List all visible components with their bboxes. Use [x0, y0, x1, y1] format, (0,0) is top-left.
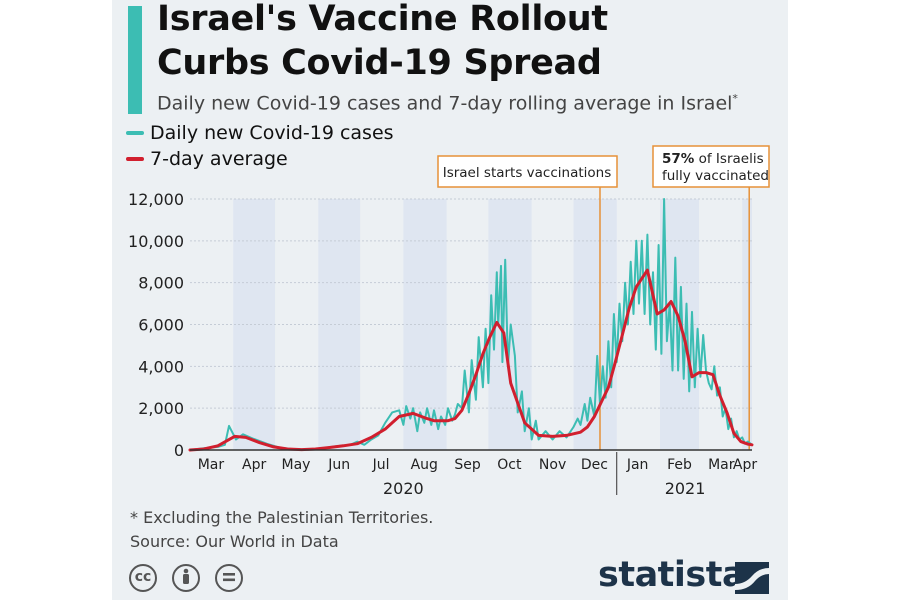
attribution-icon[interactable]	[172, 564, 200, 592]
legend-swatch-average	[126, 157, 144, 161]
fully-vaccinated-line-1: 57% of Israelis	[662, 151, 764, 167]
fully-vaccinated-percent: 57%	[662, 151, 695, 167]
axes: Mar Apr May Jun Jul Aug Sep Oct Nov Dec Jan Feb MarA…	[190, 449, 757, 498]
subtitle-footnote-mark: *	[732, 92, 738, 105]
legend-swatch-daily	[126, 131, 144, 135]
x-tick-label: May	[282, 457, 311, 473]
y-tick-label: 0	[174, 441, 184, 460]
subtitle-text: Daily new Covid-19 cases and 7-day rolli…	[157, 92, 733, 115]
title-accent-bar	[128, 6, 142, 114]
y-tick-label: 4,000	[138, 357, 184, 376]
y-tick-label: 6,000	[138, 316, 184, 335]
x-tick-label: Nov	[539, 457, 566, 473]
x-tick-label: Dec	[581, 457, 608, 473]
cc-icon[interactable]: cc	[129, 564, 157, 592]
year-label: 2020	[383, 479, 424, 498]
x-tick-label: Jan	[626, 457, 649, 473]
series-7-day-average-line	[188, 268, 754, 452]
chart-subtitle: Daily new Covid-19 cases and 7-day rolli…	[157, 92, 738, 114]
x-tick-label: Oct	[497, 457, 522, 473]
x-tick-label: Feb	[667, 457, 692, 473]
legend-item-daily: Daily new Covid-19 cases	[126, 122, 394, 144]
x-tick-label: Apr	[733, 457, 757, 473]
legend-label-daily: Daily new Covid-19 cases	[150, 122, 394, 144]
year-label: 2021	[665, 479, 706, 498]
annotations: Israel starts vaccinations 57% of Israel…	[437, 145, 770, 188]
source-note: Source: Our World in Data	[130, 532, 339, 551]
statista-logo-icon[interactable]	[735, 562, 769, 594]
x-tick-label: Jul	[372, 457, 390, 473]
fully-vaccinated-box	[652, 145, 770, 188]
footnote: * Excluding the Palestinian Territories.	[130, 508, 434, 527]
vaccination-start-label: Israel starts vaccinations	[443, 165, 612, 181]
y-tick-label: 8,000	[138, 274, 184, 293]
legend-item-average: 7-day average	[126, 148, 288, 170]
x-tick-label: Apr	[242, 457, 266, 473]
x-tick-label: Jun	[327, 457, 350, 473]
month-band	[403, 199, 447, 450]
x-tick-label: Aug	[411, 457, 438, 473]
y-tick-label: 10,000	[128, 232, 184, 251]
legend-label-average: 7-day average	[150, 148, 288, 170]
chart-title-line-1: Israel's Vaccine Rollout	[157, 0, 608, 39]
gridlines: 0 2,000 4,000 6,000 8,000 10,000 12,000	[128, 190, 752, 460]
fully-vaccinated-line-2: fully vaccinated	[662, 168, 769, 184]
statista-logo-text[interactable]: statista	[598, 555, 746, 595]
fully-vaccinated-text-1: of Israelis	[694, 151, 763, 167]
x-tick-label: Mar	[708, 457, 735, 473]
y-tick-label: 12,000	[128, 190, 184, 209]
y-tick-label: 2,000	[138, 399, 184, 418]
series-layer	[188, 198, 754, 452]
x-tick-label: Mar	[198, 457, 225, 473]
chart-title-line-2: Curbs Covid-19 Spread	[157, 43, 602, 83]
vaccination-start-box	[437, 155, 618, 188]
no-derivatives-icon[interactable]	[215, 564, 243, 592]
x-tick-label: Sep	[454, 457, 481, 473]
